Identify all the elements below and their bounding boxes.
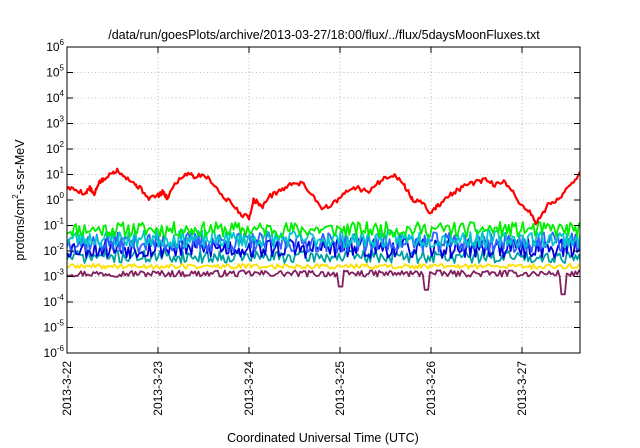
- y-tick-label: 10-6: [44, 344, 65, 360]
- y-tick-label: 10-4: [44, 293, 65, 309]
- y-tick-exponent: 4: [60, 89, 65, 98]
- series-line: [67, 228, 580, 249]
- y-tick-base: 10: [44, 346, 58, 360]
- y-tick-exponent: 6: [60, 38, 65, 47]
- y-tick-exponent: 1: [60, 166, 65, 175]
- x-tick-label: 2013-3-26: [424, 361, 438, 416]
- y-tick-exponent: -6: [57, 344, 65, 353]
- y-tick-base: 10: [44, 219, 58, 233]
- y-tick-exponent: -3: [57, 268, 65, 277]
- series-line: [67, 220, 580, 239]
- y-tick-exponent: -5: [57, 319, 65, 328]
- chart-title: /data/run/goesPlots/archive/2013-03-27/1…: [108, 28, 540, 42]
- y-tick-label: 106: [46, 38, 64, 54]
- x-axis-title: Coordinated Universal Time (UTC): [227, 431, 419, 445]
- y-tick-label: 101: [46, 166, 64, 182]
- y-tick-label: 103: [46, 115, 64, 131]
- y-tick-label: 100: [46, 191, 64, 207]
- y-axis-title-main: protons/cm: [13, 199, 27, 261]
- y-tick-labels: 10610510410310210110010-110-210-310-410-…: [44, 38, 65, 360]
- x-tick-label: 2013-3-27: [515, 361, 529, 416]
- y-tick-label: 102: [46, 140, 64, 156]
- series-line: [67, 262, 580, 270]
- y-tick-exponent: 3: [60, 115, 65, 124]
- x-tick-label: 2013-3-24: [242, 361, 256, 416]
- y-tick-label: 104: [46, 89, 64, 105]
- y-axis-title: protons/cm2-s-sr-MeV: [11, 139, 27, 261]
- series-line: [67, 269, 580, 296]
- y-axis-title-rest: -s-sr-MeV: [13, 139, 27, 195]
- y-tick-exponent: -1: [57, 217, 65, 226]
- y-tick-base: 10: [44, 321, 58, 335]
- y-tick-base: 10: [46, 117, 60, 131]
- y-tick-base: 10: [46, 142, 60, 156]
- y-tick-label: 10-1: [44, 217, 65, 233]
- series-line: [67, 236, 580, 260]
- series-line-red: [67, 167, 580, 226]
- y-tick-label: 105: [46, 64, 64, 80]
- y-tick-exponent: -2: [57, 242, 65, 251]
- y-tick-label: 10-3: [44, 268, 65, 284]
- y-tick-label: 10-2: [44, 242, 65, 258]
- y-tick-base: 10: [44, 244, 58, 258]
- x-tick-label: 2013-3-25: [333, 361, 347, 416]
- y-tick-exponent: 2: [60, 140, 65, 149]
- y-tick-exponent: 0: [60, 191, 65, 200]
- y-axis-title-sup: 2: [11, 194, 20, 199]
- y-tick-exponent: 5: [60, 64, 65, 73]
- axis-ticks: [66, 46, 580, 354]
- x-tick-label: 2013-3-22: [60, 361, 74, 416]
- y-tick-base: 10: [46, 168, 60, 182]
- grid: [67, 47, 580, 353]
- y-tick-base: 10: [46, 66, 60, 80]
- x-tick-label: 2013-3-23: [151, 361, 165, 416]
- y-tick-base: 10: [44, 270, 58, 284]
- y-tick-base: 10: [44, 295, 58, 309]
- y-tick-label: 10-5: [44, 319, 65, 335]
- y-tick-base: 10: [46, 91, 60, 105]
- x-tick-labels: 2013-3-22 2013-3-23 2013-3-24 2013-3-25 2013…: [60, 361, 529, 416]
- y-tick-exponent: -4: [57, 293, 65, 302]
- series-layer: [67, 167, 580, 296]
- y-tick-base: 10: [46, 193, 60, 207]
- y-tick-base: 10: [46, 40, 60, 54]
